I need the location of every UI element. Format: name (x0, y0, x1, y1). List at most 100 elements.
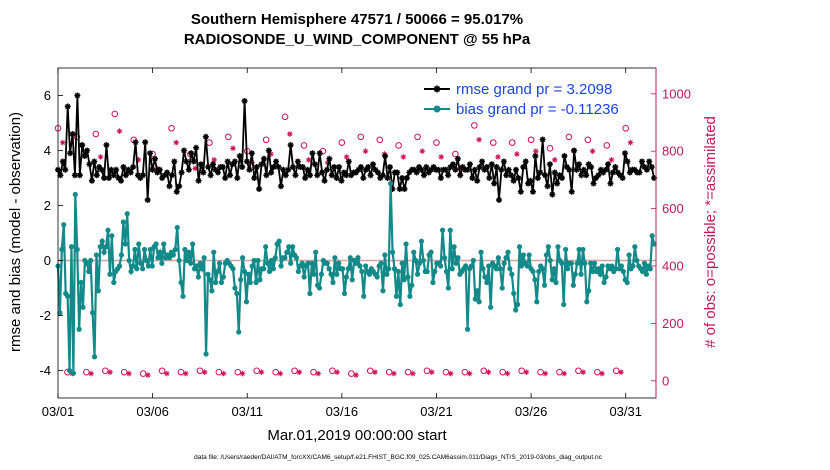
rmse-point (161, 172, 168, 179)
rmse-point (316, 150, 323, 157)
bias-point (601, 279, 607, 286)
bias-point (649, 233, 655, 239)
assimilated-obs-point (362, 148, 369, 155)
rmse-point (403, 175, 410, 181)
bias-point (309, 260, 315, 266)
rmse-point (122, 172, 129, 179)
rmse-point (563, 164, 570, 170)
rmse-point (609, 169, 616, 176)
bias-point (334, 271, 340, 277)
bias-point (559, 260, 565, 266)
assimilated-obs-point (447, 370, 454, 377)
bias-point (186, 249, 192, 255)
bias-point (384, 271, 390, 277)
bias-point (501, 260, 507, 266)
x-tick-label: 03/11 (231, 404, 263, 419)
bias-point (588, 260, 594, 266)
bias-point (176, 257, 182, 264)
rmse-point (137, 175, 144, 181)
assimilated-obs-point (145, 372, 151, 378)
rmse-point (176, 183, 183, 190)
possible-obs-point (584, 136, 592, 144)
assimilated-obs-point (230, 145, 236, 152)
rmse-point (166, 183, 173, 190)
rmse-point (229, 161, 236, 168)
y-axis-right-label: # of obs: o=possible; *=assimilated (702, 116, 719, 348)
bias-point (366, 271, 373, 277)
bias-point (609, 263, 615, 269)
rmse-point (168, 172, 175, 179)
bias-point (570, 282, 576, 288)
rmse-point (520, 164, 527, 170)
rmse-point (515, 175, 522, 181)
rmse-point (537, 169, 544, 176)
rmse-point (355, 166, 362, 173)
bias-point (516, 244, 523, 250)
rmse-point (396, 186, 403, 192)
bias-point (278, 263, 284, 269)
bias-point (514, 301, 521, 308)
assimilated-obs-point (542, 370, 549, 377)
rmse-point (197, 161, 204, 168)
bias-point (172, 246, 178, 253)
bias-point (272, 255, 278, 261)
rmse-point (626, 169, 633, 176)
bias-point (255, 257, 261, 264)
bias-point (380, 288, 386, 294)
rmse-point (394, 169, 401, 176)
rmse-point (529, 188, 536, 195)
bias-point (195, 274, 201, 280)
assimilated-obs-point (287, 131, 293, 137)
x-tick-label: 03/06 (136, 404, 169, 419)
rmse-point (590, 180, 597, 187)
rmse-point (212, 166, 219, 173)
y-tick-label: 6 (44, 88, 51, 103)
assimilated-obs-point (315, 370, 322, 377)
bias-point (299, 260, 305, 266)
rmse-point (597, 166, 604, 173)
rmse-point (360, 175, 367, 181)
rmse-point (139, 172, 146, 179)
bias-point (359, 268, 365, 275)
rmse-point (554, 180, 561, 187)
rmse-point (619, 175, 626, 181)
rmse-point (643, 166, 650, 173)
bias-point (138, 260, 144, 266)
y-right-tick-label: 800 (662, 144, 684, 159)
rmse-point (580, 166, 587, 173)
bias-point (595, 266, 601, 272)
bias-point (374, 274, 380, 280)
rmse-point (546, 161, 553, 168)
bias-point (251, 257, 257, 264)
rmse-point (512, 166, 519, 173)
rmse-point (370, 161, 377, 168)
bias-point (468, 263, 475, 269)
rmse-point (556, 172, 563, 179)
rmse-point (323, 166, 330, 173)
bias-point (563, 246, 569, 253)
rmse-point (420, 172, 427, 179)
rmse-point (321, 177, 328, 184)
assimilated-obs-point (107, 369, 113, 375)
bias-point (103, 244, 109, 250)
bias-point (101, 249, 107, 255)
bias-point (488, 304, 494, 310)
bias-point (586, 288, 592, 294)
bias-point (84, 260, 90, 266)
bias-point (145, 263, 151, 269)
assimilated-obs-point (618, 369, 624, 375)
bias-point (355, 255, 361, 261)
rmse-point (224, 158, 231, 165)
bias-point (134, 266, 140, 272)
bias-point (639, 268, 646, 275)
bias-point (464, 326, 471, 332)
rmse-point (534, 175, 541, 181)
rmse-point (239, 164, 246, 170)
bias-point (86, 268, 92, 275)
bias-point (122, 241, 128, 247)
rmse-point (302, 175, 309, 181)
rmse-point (125, 166, 132, 173)
bias-point (166, 255, 173, 261)
bias-point (276, 238, 282, 244)
rmse-point (156, 166, 163, 173)
